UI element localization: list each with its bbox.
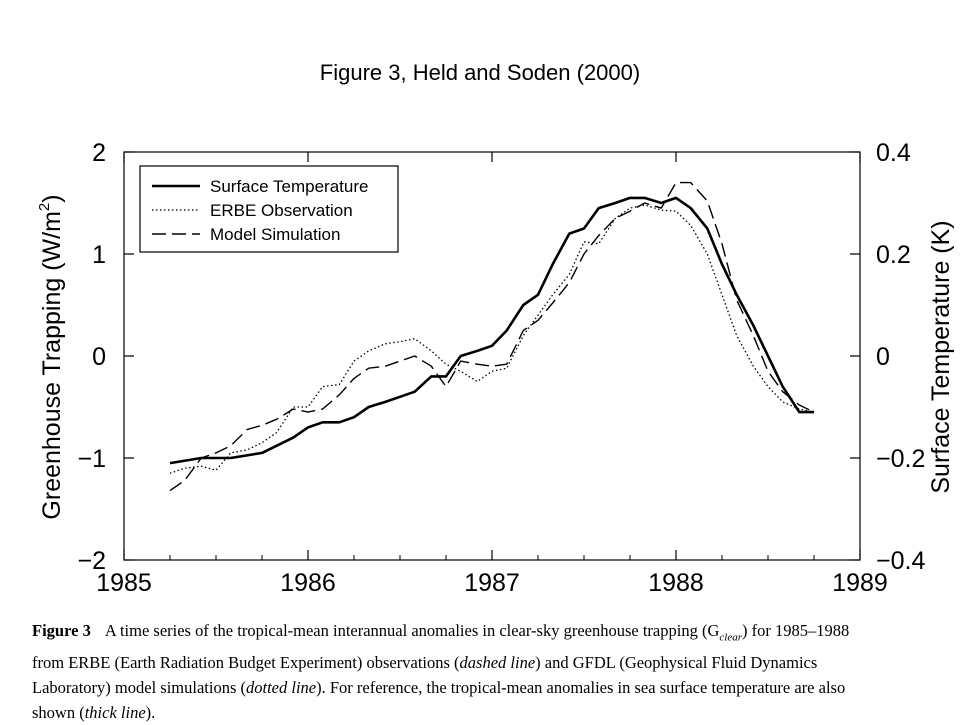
slide-title: Figure 3, Held and Soden (2000): [319, 60, 641, 85]
caption-line-3: Laboratory) model simulations (dotted li…: [32, 678, 846, 698]
left-y-tick-label: 1: [92, 241, 106, 269]
right-y-tick-label: −0.2: [876, 445, 925, 473]
legend-label: Model Simulation: [210, 225, 340, 244]
caption-line-2: from ERBE (Earth Radiation Budget Experi…: [32, 653, 818, 673]
right-y-tick-label: 0: [876, 343, 890, 371]
right-y-tick-label: 0.2: [876, 241, 911, 269]
left-y-tick-label: −1: [77, 445, 106, 473]
right-axis-label: Surface Temperature (K): [927, 220, 955, 493]
left-y-tick-label: 2: [92, 139, 106, 167]
x-tick-label: 1986: [280, 569, 336, 597]
caption-label: Figure 3: [32, 621, 91, 640]
legend-label: ERBE Observation: [210, 201, 353, 220]
right-y-tick-label: −0.4: [876, 547, 925, 575]
left-axis-label: Greenhouse Trapping (W/m2): [36, 194, 66, 519]
caption-line-4: shown (thick line).: [32, 703, 156, 723]
line-chart: 1985 1986 1987 1988 1989 −2 −1 0 1 2 −0.4 −0.2 0 0.2 0…: [36, 139, 955, 597]
series-line-surface-temperature: [169, 196, 814, 465]
legend-box: [139, 165, 399, 253]
x-tick-label: 1989: [832, 569, 888, 597]
series-line-erbe-observation: [169, 204, 815, 474]
x-tick-label: 1985: [96, 569, 152, 597]
series-line-model-simulation: [169, 181, 815, 492]
chart-legend: Surface Temperature ERBE Observation Model…: [139, 165, 399, 253]
left-y-tick-label: −2: [77, 547, 106, 575]
right-y-tick-label: 0.4: [876, 139, 911, 167]
left-y-tick-label: 0: [92, 343, 106, 371]
legend-label: Surface Temperature: [210, 177, 368, 196]
x-tick-label: 1988: [648, 569, 704, 597]
x-tick-label: 1987: [464, 569, 520, 597]
